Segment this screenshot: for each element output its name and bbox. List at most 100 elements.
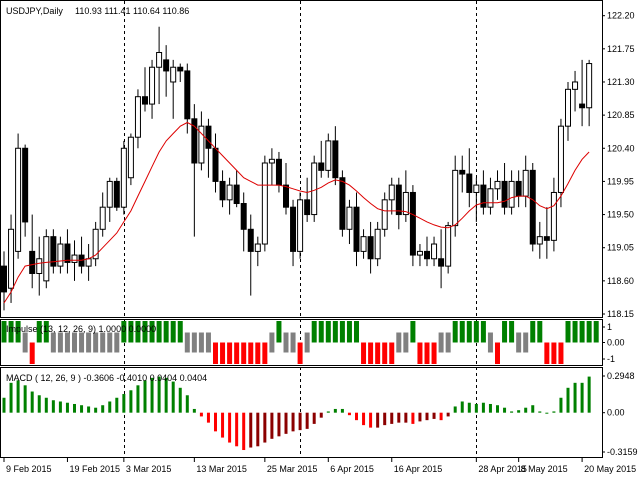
candle-body	[120, 147, 127, 208]
macd-bar	[418, 412, 422, 422]
y-tick-label: 120.40	[607, 143, 635, 153]
macd-bar	[270, 412, 274, 439]
candle	[416, 244, 423, 267]
candle	[142, 67, 148, 112]
impulse-bar	[318, 321, 324, 343]
impulse-bar	[375, 342, 381, 364]
impulse-bar	[424, 342, 430, 364]
macd-bar	[573, 382, 577, 413]
macd-bar	[206, 412, 210, 423]
candle-body	[325, 140, 332, 171]
impulse-bar	[100, 332, 106, 353]
impulse-bar	[304, 332, 310, 353]
candle-body	[15, 147, 22, 252]
macd-bar	[510, 411, 514, 413]
macd-bar	[185, 395, 189, 413]
candle	[1, 251, 7, 311]
macd-bar	[157, 376, 161, 413]
impulse-y-axis: 1 0.00 -1	[602, 322, 625, 364]
impulse-bar	[241, 342, 247, 364]
macd-bar	[524, 407, 528, 413]
impulse-bar	[50, 332, 56, 353]
moving-average-line	[3, 121, 590, 304]
impulse-bar	[509, 321, 515, 343]
candle	[346, 199, 353, 245]
impulse-bar	[544, 342, 550, 364]
y-tick-label: 119.95	[607, 176, 634, 186]
impulse-bar	[368, 342, 374, 364]
impulse-bar	[516, 332, 522, 353]
candle-body	[184, 70, 191, 120]
x-axis: 9 Feb 2015 19 Feb 2015 3 Mar 2015 13 Mar 20…	[3, 458, 636, 474]
impulse-bar	[332, 321, 338, 343]
impulse-bar	[410, 321, 416, 343]
macd-bar	[256, 412, 260, 447]
candle-body	[438, 258, 445, 267]
macd-bar	[517, 410, 521, 413]
macd-bar	[192, 408, 196, 413]
impulse-bar	[389, 342, 395, 364]
candle-body	[487, 188, 494, 208]
candle-body	[92, 228, 99, 260]
macd-y-axis: 0.2948 0.00 -0.3159	[602, 371, 638, 457]
macd-bar	[531, 405, 535, 413]
impulse-bar	[29, 342, 35, 364]
macd-bar	[235, 412, 239, 447]
candle-body	[134, 96, 141, 138]
impulse-bar	[354, 321, 359, 343]
candle	[572, 70, 579, 112]
candle	[240, 192, 247, 252]
candle-body	[29, 250, 36, 274]
candle	[565, 81, 571, 141]
candle	[29, 214, 36, 289]
candle-body	[445, 225, 452, 267]
candle	[311, 155, 318, 222]
candle	[177, 63, 184, 82]
candle-body	[36, 258, 43, 274]
macd-bar	[404, 412, 408, 423]
impulse-bar	[438, 332, 444, 353]
candle-body	[494, 180, 501, 190]
macd-bar	[263, 412, 267, 443]
candle	[43, 229, 50, 289]
macd-bar	[474, 403, 478, 413]
macd-bar	[228, 412, 232, 443]
candle-body	[212, 147, 219, 182]
macd-bar	[362, 412, 366, 426]
candle	[120, 140, 127, 215]
candle-body	[226, 184, 233, 201]
candle-body	[261, 162, 268, 245]
candle-body	[283, 184, 289, 208]
macd-bar	[545, 412, 549, 414]
candle	[304, 177, 311, 222]
y-tick-label: 1	[607, 322, 612, 332]
y-tick-label: 121.30	[607, 77, 635, 87]
impulse-bar	[36, 321, 42, 343]
candle	[409, 185, 416, 267]
macd-bar	[333, 408, 337, 413]
candle-body	[452, 169, 459, 227]
impulse-bar	[184, 332, 190, 353]
impulse-bar	[64, 332, 70, 353]
candle-body	[1, 265, 7, 293]
macd-bar	[23, 385, 27, 413]
candle-body	[557, 125, 564, 193]
macd-bar	[171, 381, 175, 413]
macd-bar	[16, 380, 20, 413]
candle-body	[529, 169, 536, 245]
candle-body	[586, 63, 593, 109]
macd-bar	[249, 412, 253, 448]
candle-body	[8, 228, 15, 289]
y-tick-label: 0.2948	[607, 371, 635, 381]
impulse-bar	[283, 332, 289, 353]
candle	[64, 229, 71, 274]
candle-body	[381, 199, 388, 230]
candle	[395, 177, 402, 230]
impulse-bar	[473, 321, 479, 343]
y-tick-label: 119.50	[607, 210, 634, 220]
candle	[325, 133, 332, 178]
candle-body	[99, 206, 106, 230]
x-tick-label: 9 Feb 2015	[6, 464, 52, 474]
candle	[233, 170, 240, 208]
